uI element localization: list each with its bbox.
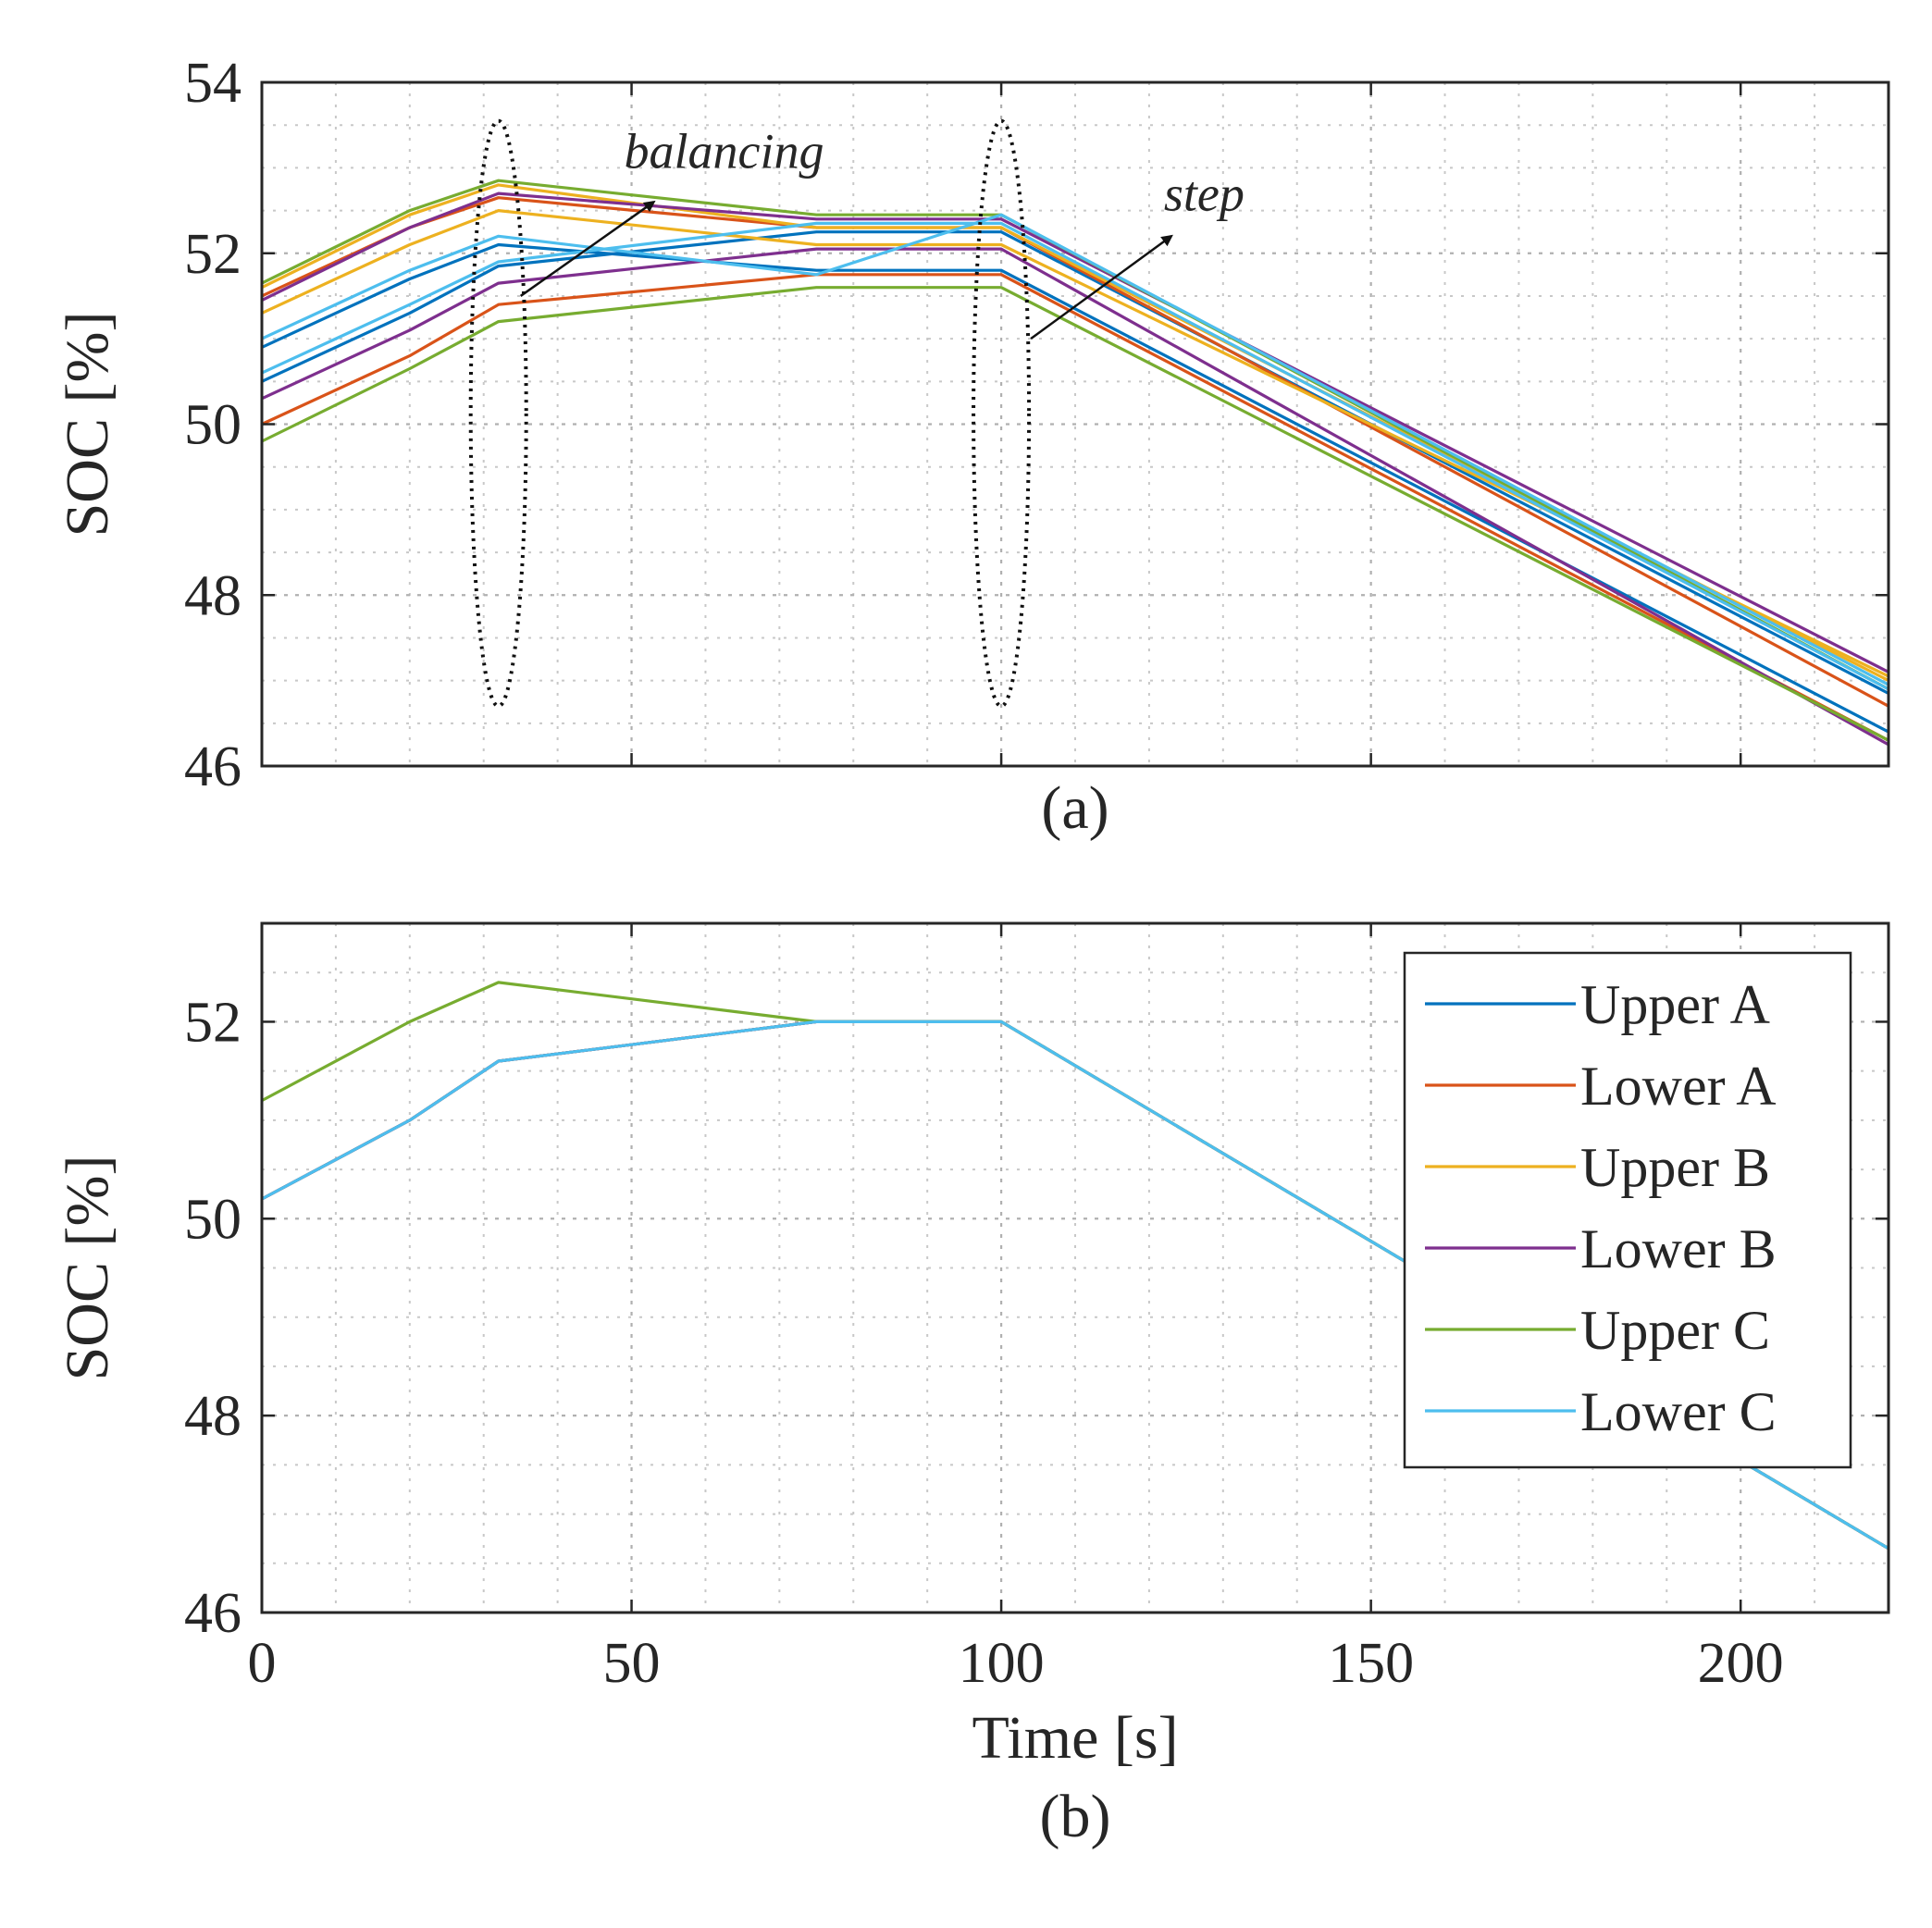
series-group-a — [261, 179, 1889, 747]
grid-a — [262, 82, 1889, 766]
y-axis-title-b: SOC [%] — [54, 1156, 121, 1381]
y-tick-label: 48 — [184, 564, 242, 627]
series-line-a-11 — [261, 221, 1889, 691]
legend-box — [1403, 951, 1852, 1469]
y-axis-title-a: SOC [%] — [54, 312, 121, 538]
series-line-a-0 — [261, 242, 1889, 734]
y-tick-label: 52 — [184, 991, 242, 1054]
series-line-a-7 — [261, 247, 1889, 747]
series-line-b-5 — [261, 1020, 1889, 1551]
annotation-label-1: step — [1164, 167, 1245, 222]
dotted-ellipse-1 — [972, 118, 1032, 709]
panel-b: 0 50 100 150 200 46 48 50 52 SOC [%] Time [s] (b) Up… — [54, 921, 1890, 1850]
series-line-a-10 — [261, 213, 1889, 686]
panel-caption-a: (a) — [1041, 774, 1108, 842]
y-tick-label: 46 — [184, 735, 242, 798]
y-tick-label: 50 — [184, 1188, 242, 1251]
legend-label-5: Lower C — [1580, 1381, 1777, 1442]
x-tick-label: 100 — [959, 1632, 1045, 1695]
series-line-a-1 — [261, 230, 1889, 695]
ticks-b: 0 50 100 150 200 46 48 50 52 — [184, 923, 1889, 1695]
panel-caption-b: (b) — [1040, 1783, 1111, 1850]
annotations-a: balancing step — [468, 118, 1245, 709]
panel-a: balancing step 46 48 50 52 54 SOC [%] (a) — [54, 52, 1890, 842]
legend-b: Upper A Lower A Upper B Lower B Upper C Lower… — [1403, 951, 1852, 1469]
legend-label-2: Upper B — [1580, 1137, 1770, 1198]
dotted-ellipse-0 — [468, 118, 528, 709]
y-tick-label: 48 — [184, 1385, 242, 1448]
annotation-arrow-1 — [1030, 234, 1173, 340]
x-tick-label: 50 — [603, 1632, 661, 1695]
series-line-a-2 — [261, 196, 1889, 708]
series-line-a-9 — [261, 286, 1889, 742]
x-tick-label: 200 — [1698, 1632, 1784, 1695]
x-tick-label: 150 — [1328, 1632, 1414, 1695]
y-tick-label: 52 — [184, 223, 242, 286]
x-tick-label: 0 — [248, 1632, 277, 1695]
series-line-a-3 — [261, 273, 1889, 742]
annotation-label-0: balancing — [625, 123, 824, 179]
ticks-a: 46 48 50 52 54 — [184, 52, 1889, 798]
legend-label-1: Lower A — [1580, 1056, 1777, 1117]
series-line-a-4 — [261, 209, 1889, 678]
annotation-arrow-0 — [519, 200, 656, 297]
axes-frame-b — [260, 921, 1890, 1614]
legend-label-3: Lower B — [1580, 1218, 1777, 1279]
legend-label-4: Upper C — [1580, 1300, 1770, 1361]
x-axis-title-b: Time [s] — [972, 1704, 1178, 1772]
y-tick-label: 50 — [184, 394, 242, 457]
y-tick-label: 46 — [184, 1582, 242, 1645]
legend-label-0: Upper A — [1580, 974, 1770, 1035]
y-tick-label: 54 — [184, 52, 242, 115]
series-group-b — [261, 981, 1889, 1551]
